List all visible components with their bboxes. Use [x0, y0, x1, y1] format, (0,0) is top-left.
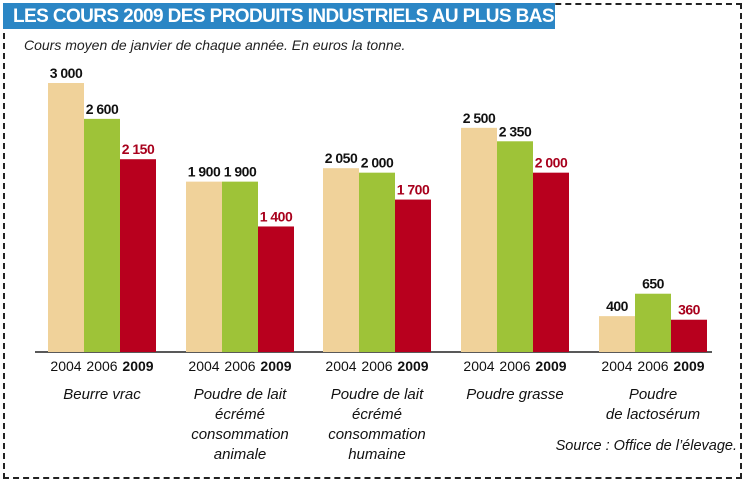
category-label: Poudre grasse [466, 386, 564, 403]
x-tick-label: 2006 [224, 358, 255, 374]
data-label: 1 700 [397, 182, 430, 198]
bar-2009-0 [120, 159, 156, 352]
category-label: Poudre de lait [331, 386, 424, 403]
category-label: de lactosérum [606, 406, 700, 423]
x-tick-label: 2006 [361, 358, 392, 374]
chart-title: LES COURS 2009 DES PRODUITS INDUSTRIELS … [13, 6, 555, 27]
data-label: 650 [642, 276, 665, 292]
x-tick-label: 2004 [325, 358, 356, 374]
category-label: Poudre [629, 386, 677, 403]
x-tick-label: 2009 [397, 358, 428, 374]
x-tick-label: 2006 [86, 358, 117, 374]
data-label: 1 900 [224, 164, 257, 180]
data-label: 360 [678, 302, 701, 318]
x-tick-label: 2009 [260, 358, 291, 374]
bar-2004-1 [186, 181, 222, 352]
bar-2009-4 [671, 319, 707, 352]
x-tick-label: 2004 [601, 358, 632, 374]
category-label: Beurre vrac [63, 386, 141, 403]
category-label: consommation [191, 426, 289, 443]
bar-2004-2 [323, 168, 359, 352]
x-tick-label: 2009 [122, 358, 153, 374]
bar-2004-3 [461, 127, 497, 352]
x-tick-label: 2006 [637, 358, 668, 374]
bar-2004-0 [48, 83, 84, 352]
bar-2009-2 [395, 199, 431, 352]
bar-2006-3 [497, 141, 533, 352]
bar-2006-2 [359, 172, 395, 352]
data-label: 2 050 [325, 150, 358, 166]
bar-2006-1 [222, 181, 258, 352]
data-label: 2 600 [86, 101, 119, 117]
bar-2006-4 [635, 293, 671, 352]
x-tick-label: 2006 [499, 358, 530, 374]
x-tick-label: 2004 [188, 358, 219, 374]
category-label: humaine [348, 446, 406, 463]
x-tick-label: 2009 [673, 358, 704, 374]
bar-2009-3 [533, 172, 569, 352]
bar-2004-4 [599, 316, 635, 352]
category-label: animale [214, 446, 267, 463]
data-label: 2 150 [122, 141, 155, 157]
title-bar: LES COURS 2009 DES PRODUITS INDUSTRIELS … [3, 3, 555, 29]
data-label: 2 500 [463, 110, 496, 126]
category-label: Poudre de lait [194, 386, 287, 403]
bar-2006-0 [84, 118, 120, 352]
data-label: 400 [606, 298, 629, 314]
x-tick-label: 2009 [535, 358, 566, 374]
category-label: écrémé [352, 406, 402, 423]
data-label: 2 350 [499, 123, 532, 139]
data-label: 1 900 [188, 164, 221, 180]
x-tick-label: 2004 [50, 358, 81, 374]
source-note: Source : Office de l’élevage. [555, 438, 737, 454]
data-label: 2 000 [361, 155, 394, 171]
x-tick-label: 2004 [463, 358, 494, 374]
chart-subtitle: Cours moyen de janvier de chaque année. … [24, 37, 406, 53]
data-label: 2 000 [535, 155, 568, 171]
data-label: 3 000 [50, 65, 83, 81]
bar-2009-1 [258, 226, 294, 352]
data-label: 1 400 [260, 208, 293, 224]
category-label: consommation [328, 426, 426, 443]
category-label: écrémé [215, 406, 265, 423]
